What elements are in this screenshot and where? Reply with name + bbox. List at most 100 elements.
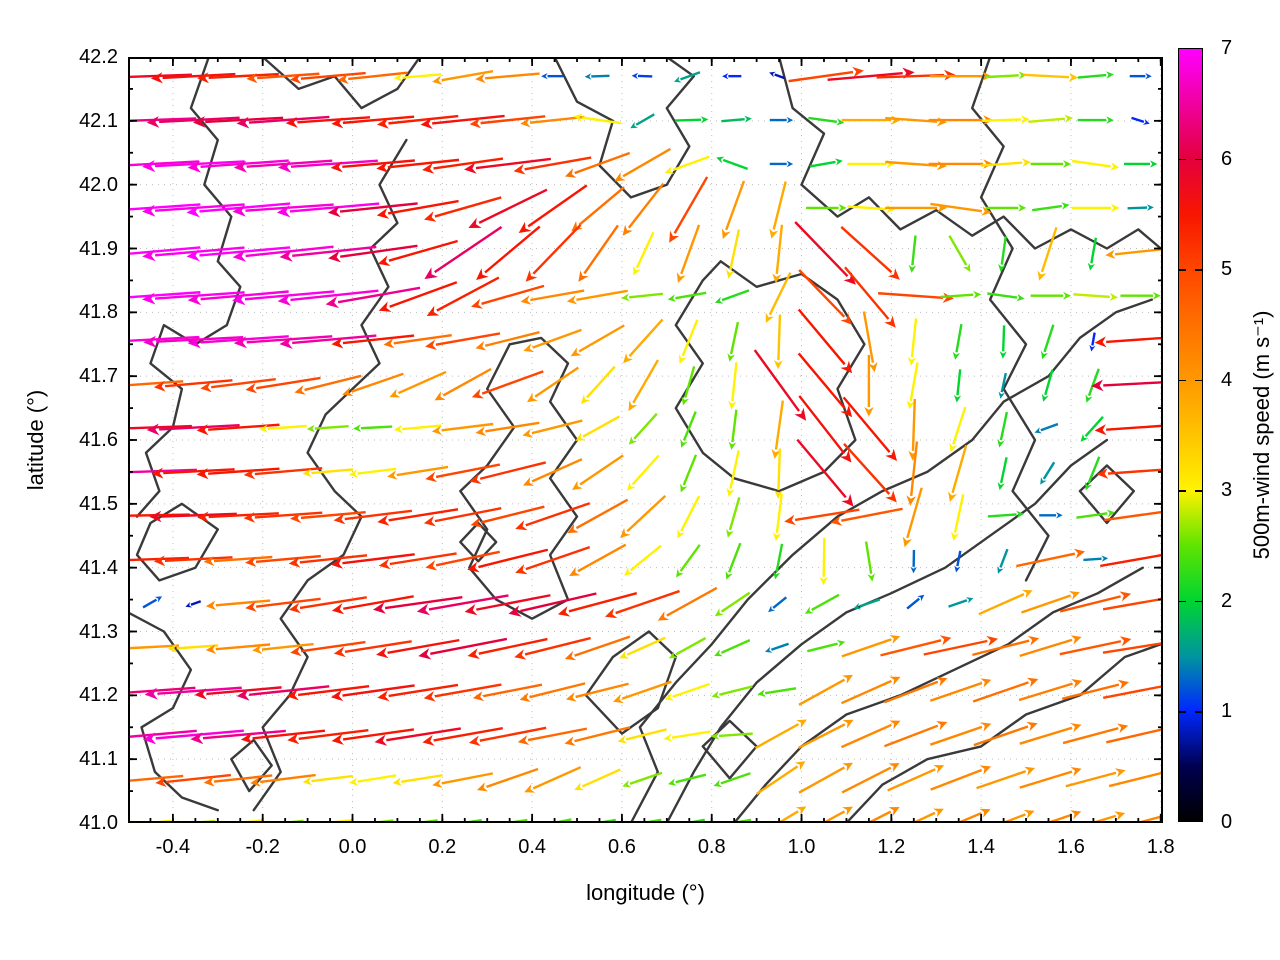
- wind-vector-head: [325, 296, 340, 309]
- wind-vector-head: [614, 172, 626, 182]
- wind-vector-head: [819, 576, 828, 586]
- wind-vector-head: [517, 735, 530, 745]
- wind-vector-shaft: [434, 196, 502, 218]
- terrain-contour: [777, 57, 1163, 250]
- colorbar-tick-label: 5: [1221, 258, 1233, 281]
- wind-vector-shaft: [254, 466, 323, 476]
- wind-vector-head: [839, 449, 852, 463]
- wind-vector-shaft: [297, 685, 370, 697]
- wind-vector-shaft: [357, 774, 397, 783]
- wind-vector-shaft: [244, 290, 335, 301]
- wind-vector-head: [349, 469, 358, 478]
- wind-vector-head: [146, 423, 160, 436]
- wind-vector-head: [1070, 810, 1082, 820]
- wind-vector-shaft: [290, 289, 379, 302]
- wind-vector-shaft: [388, 683, 459, 698]
- wind-vector-head: [422, 163, 435, 174]
- wind-vector-head: [151, 467, 164, 479]
- wind-vector-shaft: [1023, 73, 1070, 79]
- wind-vector-shaft: [1071, 159, 1111, 168]
- terrain-contour: [553, 57, 695, 199]
- wind-vector-head: [142, 160, 156, 173]
- wind-vector-shaft: [930, 768, 983, 791]
- wind-vector-head: [1096, 468, 1109, 479]
- wind-vector-shaft: [435, 463, 501, 479]
- wind-vector-shaft: [154, 160, 245, 168]
- wind-vector-shaft: [731, 362, 738, 402]
- wind-vector-shaft: [1106, 424, 1163, 431]
- wind-vector-shaft: [435, 332, 501, 346]
- wind-vector-shaft: [164, 556, 233, 563]
- wind-vector-head: [290, 512, 302, 524]
- wind-vector-shaft: [155, 246, 245, 257]
- colorbar-tick-label: 6: [1221, 147, 1233, 170]
- wind-vector-shaft: [527, 727, 588, 742]
- wind-vector-shaft: [532, 224, 582, 275]
- wind-vector-head: [243, 512, 256, 523]
- wind-vector-head: [205, 600, 217, 611]
- wind-vector-shaft: [342, 159, 415, 169]
- wind-vector-shaft: [256, 376, 321, 390]
- wind-vector-head: [541, 73, 548, 80]
- wind-vector-head: [936, 117, 947, 127]
- wind-vector-shaft: [578, 186, 625, 226]
- wind-vector-head: [143, 335, 157, 348]
- wind-vector-head: [774, 490, 783, 499]
- wind-vector-head: [1152, 291, 1161, 300]
- wind-vector-head: [236, 116, 250, 129]
- wind-vector-shaft: [865, 810, 892, 823]
- wind-vector-head: [902, 536, 912, 548]
- wind-vector-shaft: [883, 724, 939, 748]
- wind-vector-head: [377, 690, 390, 702]
- wind-vector-shaft: [532, 328, 582, 349]
- wind-vector-shaft: [635, 231, 655, 269]
- wind-vector-head: [331, 117, 344, 129]
- wind-vector-head: [527, 392, 538, 403]
- wind-vector-head: [286, 689, 299, 701]
- wind-vector-head: [467, 648, 480, 659]
- wind-vector-head: [240, 732, 254, 744]
- wind-vector-head: [840, 404, 853, 418]
- wind-vector-shaft: [246, 159, 333, 168]
- wind-vector-shaft: [911, 235, 917, 266]
- wind-vector-head: [333, 646, 346, 658]
- wind-vector-head: [1089, 344, 1096, 352]
- wind-vector-shaft: [1000, 236, 1007, 265]
- wind-vector-shaft: [591, 74, 610, 78]
- wind-vector-head: [1106, 116, 1114, 124]
- wind-vector-shaft: [1001, 325, 1006, 352]
- wind-vector-head: [330, 690, 344, 702]
- y-tick-label: 42.1: [79, 109, 118, 132]
- wind-vector-head: [624, 567, 634, 576]
- wind-vector-shaft: [681, 319, 699, 357]
- wind-vector-shaft: [311, 774, 353, 783]
- wind-vector-shaft: [157, 686, 242, 695]
- wind-vector-head: [1016, 510, 1025, 519]
- wind-vector-shaft: [1131, 116, 1145, 124]
- wind-vector-head: [936, 677, 948, 687]
- wind-vector-head: [277, 293, 292, 306]
- wind-vector-head: [906, 495, 916, 506]
- wind-vector-shaft: [972, 681, 1029, 703]
- wind-vector-shaft: [292, 334, 377, 345]
- wind-vector-head: [1041, 393, 1049, 402]
- wind-vector-head: [376, 208, 390, 219]
- wind-vector-head: [294, 385, 306, 395]
- wind-vector-shaft: [199, 202, 291, 213]
- wind-vector-head: [1119, 591, 1132, 602]
- wind-vector-head: [676, 568, 684, 578]
- wind-vector-head: [842, 762, 853, 772]
- wind-vector-shaft: [628, 318, 664, 357]
- wind-vector-head: [245, 556, 257, 567]
- wind-vector-head: [279, 337, 293, 349]
- wind-vector-shaft: [775, 493, 783, 533]
- wind-vector-head: [725, 571, 733, 580]
- wind-vector-head: [981, 206, 992, 216]
- wind-vector-head: [1106, 509, 1116, 518]
- wind-vector-shaft: [255, 597, 321, 608]
- wind-vector-head: [431, 425, 443, 435]
- wind-vector-head: [330, 557, 344, 569]
- terrain-contour: [733, 566, 1144, 823]
- wind-vector-shaft: [1106, 336, 1163, 344]
- wind-vector-shaft: [680, 224, 701, 275]
